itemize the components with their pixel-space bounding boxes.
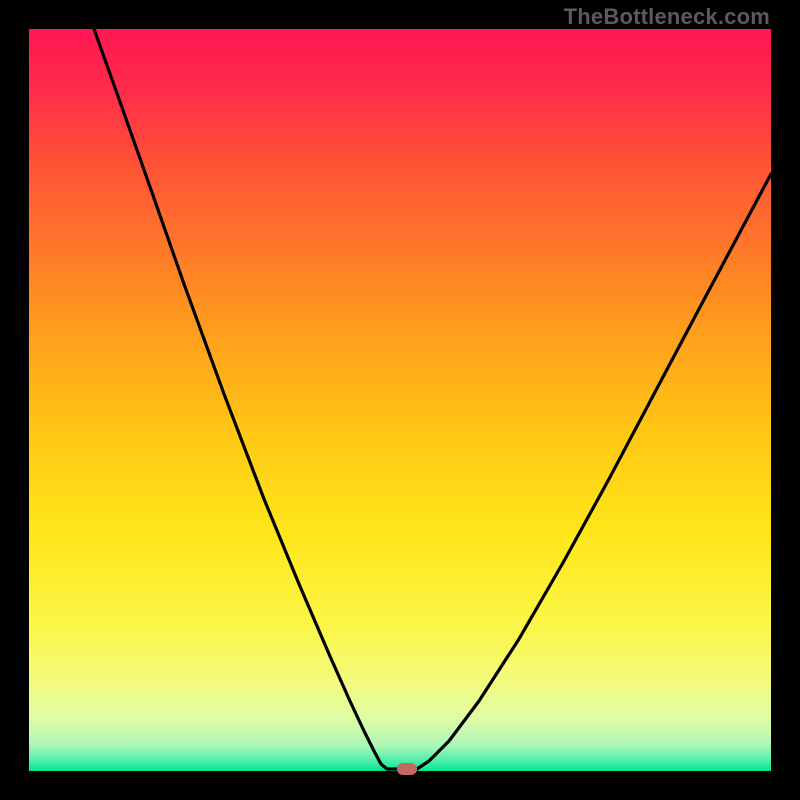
bottleneck-curve	[29, 29, 771, 771]
optimum-marker	[397, 763, 417, 775]
chart-frame: TheBottleneck.com	[0, 0, 800, 800]
curve-path	[94, 29, 771, 769]
watermark-text: TheBottleneck.com	[564, 4, 770, 30]
plot-area	[29, 29, 771, 771]
